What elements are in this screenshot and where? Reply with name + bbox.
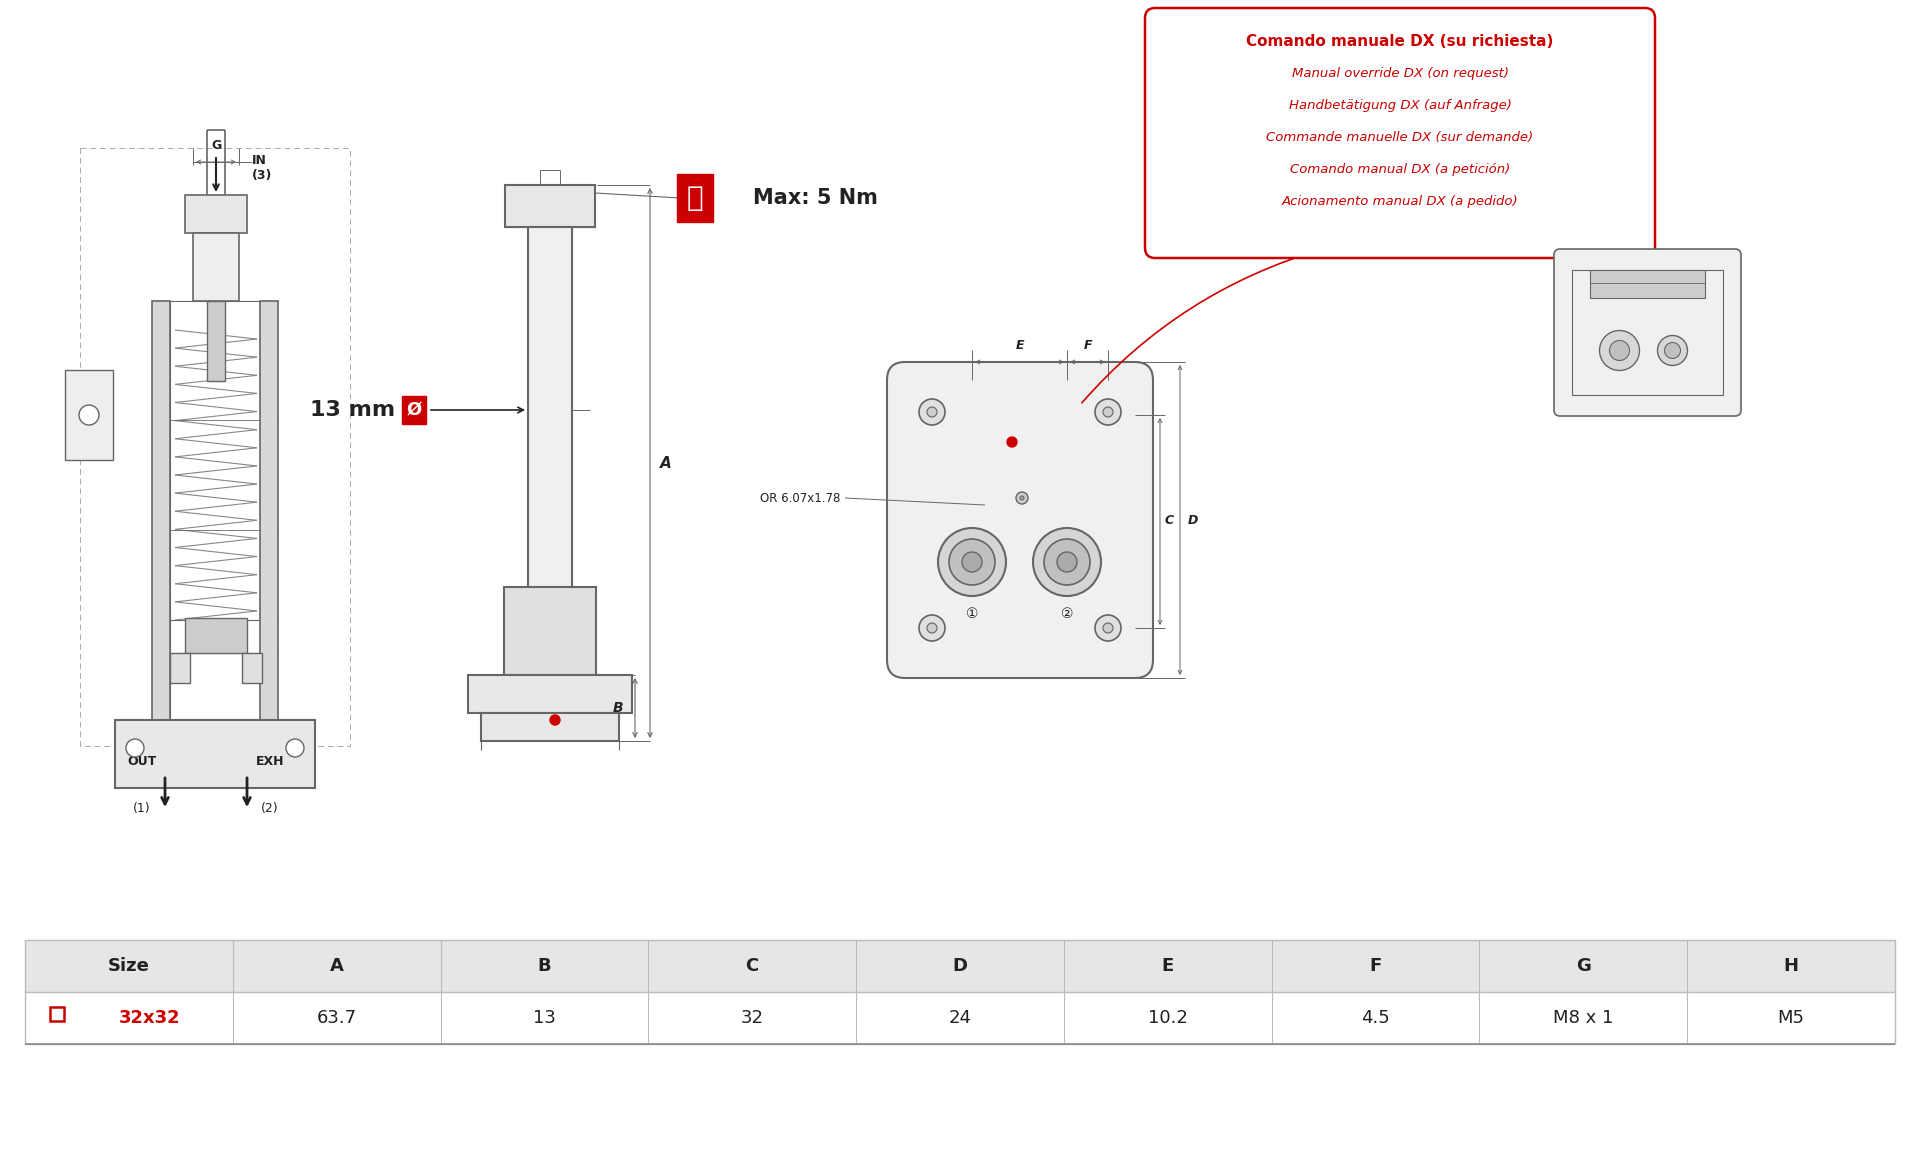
Circle shape: [1609, 341, 1630, 361]
Bar: [242, 653, 261, 683]
Text: 4.5: 4.5: [1361, 1009, 1390, 1027]
Circle shape: [1102, 624, 1114, 633]
FancyArrowPatch shape: [1081, 248, 1323, 403]
Circle shape: [939, 529, 1006, 597]
Bar: [528, 227, 572, 587]
Text: 13: 13: [534, 1009, 557, 1027]
Text: 63.7: 63.7: [317, 1009, 357, 1027]
Circle shape: [127, 740, 144, 757]
Bar: [505, 185, 595, 227]
Circle shape: [948, 539, 995, 585]
Text: M5: M5: [1778, 1009, 1805, 1027]
Text: Handbetätigung DX (auf Anfrage): Handbetätigung DX (auf Anfrage): [1288, 100, 1511, 113]
Bar: [152, 301, 171, 720]
Circle shape: [1020, 496, 1023, 500]
Text: 24: 24: [948, 1009, 972, 1027]
Circle shape: [1033, 529, 1100, 597]
Bar: [1572, 270, 1722, 395]
Circle shape: [1006, 437, 1018, 447]
Text: 🔧: 🔧: [687, 184, 703, 212]
Circle shape: [1094, 615, 1121, 641]
Bar: [482, 713, 618, 741]
Text: C: C: [1165, 513, 1175, 526]
Text: 32x32: 32x32: [119, 1009, 180, 1027]
Circle shape: [927, 407, 937, 417]
Bar: [65, 370, 113, 459]
Bar: [25, 992, 1895, 1044]
Text: G: G: [211, 139, 221, 152]
Circle shape: [927, 624, 937, 633]
Text: E: E: [1016, 339, 1023, 352]
FancyBboxPatch shape: [1553, 248, 1741, 416]
Text: A: A: [660, 456, 672, 470]
Text: B: B: [612, 701, 622, 715]
Text: A: A: [330, 958, 344, 975]
FancyBboxPatch shape: [887, 362, 1154, 677]
Text: F: F: [1369, 958, 1382, 975]
Circle shape: [920, 615, 945, 641]
Circle shape: [1058, 552, 1077, 572]
Text: D: D: [1188, 513, 1198, 526]
Circle shape: [962, 552, 981, 572]
Bar: [503, 587, 595, 675]
FancyBboxPatch shape: [1144, 8, 1655, 258]
Text: ②: ②: [1060, 607, 1073, 621]
Circle shape: [1016, 492, 1027, 504]
Text: M8 x 1: M8 x 1: [1553, 1009, 1613, 1027]
Bar: [207, 301, 225, 381]
Circle shape: [286, 740, 303, 757]
Bar: [171, 653, 190, 683]
Text: (1): (1): [132, 802, 152, 815]
Text: D: D: [952, 958, 968, 975]
Bar: [25, 940, 1895, 1044]
Circle shape: [1102, 407, 1114, 417]
Text: Max: 5 Nm: Max: 5 Nm: [753, 188, 877, 207]
Text: ①: ①: [966, 607, 979, 621]
Bar: [194, 233, 238, 301]
Text: OUT: OUT: [127, 755, 157, 768]
Bar: [184, 618, 248, 653]
Text: Acionamento manual DX (a pedido): Acionamento manual DX (a pedido): [1283, 196, 1519, 209]
Bar: [171, 301, 261, 720]
Circle shape: [79, 406, 100, 425]
Bar: [468, 675, 632, 713]
Text: Ø: Ø: [407, 401, 422, 420]
Bar: [1590, 270, 1705, 298]
Bar: [184, 195, 248, 233]
Text: 13 mm: 13 mm: [309, 400, 396, 420]
Circle shape: [1599, 331, 1640, 370]
Text: (2): (2): [261, 802, 278, 815]
Text: Manual override DX (on request): Manual override DX (on request): [1292, 68, 1509, 81]
Circle shape: [1044, 539, 1091, 585]
Bar: [259, 301, 278, 720]
Text: 10.2: 10.2: [1148, 1009, 1188, 1027]
Bar: [50, 1007, 63, 1021]
Circle shape: [549, 715, 561, 725]
Text: IN
(3): IN (3): [252, 154, 273, 182]
Text: OR 6.07x1.78: OR 6.07x1.78: [760, 491, 841, 504]
Text: B: B: [538, 958, 551, 975]
Text: Comando manuale DX (su richiesta): Comando manuale DX (su richiesta): [1246, 34, 1553, 49]
Text: Comando manual DX (a petición): Comando manual DX (a petición): [1290, 164, 1511, 177]
Text: H: H: [1784, 958, 1799, 975]
Text: 32: 32: [741, 1009, 764, 1027]
Circle shape: [1094, 398, 1121, 425]
Circle shape: [1665, 342, 1680, 359]
Text: C: C: [745, 958, 758, 975]
Bar: [81, 148, 349, 747]
Text: G: G: [1576, 958, 1592, 975]
Text: Commande manuelle DX (sur demande): Commande manuelle DX (sur demande): [1267, 131, 1534, 144]
Circle shape: [920, 398, 945, 425]
Text: F: F: [1083, 339, 1092, 352]
Text: EXH: EXH: [255, 755, 284, 768]
Text: Size: Size: [108, 958, 150, 975]
Bar: [25, 940, 1895, 992]
Circle shape: [1657, 335, 1688, 366]
Text: E: E: [1162, 958, 1173, 975]
Bar: [115, 720, 315, 788]
